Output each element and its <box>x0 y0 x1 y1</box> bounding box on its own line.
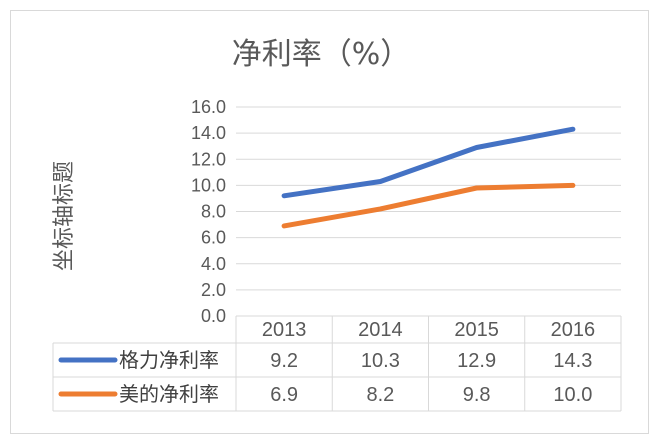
data-cell: 9.8 <box>463 384 491 406</box>
series-line <box>281 126 576 199</box>
data-table: 2013 2014 2015 2016 格力净利率 9.2 10.3 12.9 14.3 美的净利… <box>52 315 622 412</box>
y-tick-label: 12.0 <box>191 149 226 169</box>
legend-label: 格力净利率 <box>119 348 219 372</box>
chart-frame: 净利率（%） 坐标轴标题 0.0 2.0 4.0 6.0 8.0 10.0 12.0 14.0… <box>10 10 649 434</box>
data-cell: 14.3 <box>553 350 592 372</box>
line-chart: 净利率（%） 坐标轴标题 0.0 2.0 4.0 6.0 8.0 10.0 12.0 14.0… <box>52 37 622 412</box>
y-tick-label: 10.0 <box>191 175 226 195</box>
x-tick-label: 2014 <box>358 319 403 341</box>
gridlines <box>236 106 621 291</box>
legend-label: 美的净利率 <box>119 382 219 406</box>
y-tick-label: 8.0 <box>201 202 226 222</box>
y-tick-label: 6.0 <box>201 228 226 248</box>
series-line <box>281 182 576 229</box>
data-cell: 6.9 <box>270 384 298 406</box>
series-lines <box>281 126 576 229</box>
y-tick-labels: 0.0 2.0 4.0 6.0 8.0 10.0 12.0 14.0 16.0 <box>191 97 226 326</box>
y-axis-label: 坐标轴标题 <box>52 161 77 271</box>
y-tick-label: 2.0 <box>201 280 226 300</box>
y-tick-label: 0.0 <box>201 306 226 326</box>
x-tick-label: 2016 <box>551 319 596 341</box>
chart-title: 净利率（%） <box>232 37 411 72</box>
x-tick-label: 2013 <box>262 319 307 341</box>
data-cell: 9.2 <box>270 350 298 372</box>
data-cell: 10.0 <box>553 384 592 406</box>
x-tick-label: 2015 <box>454 319 499 341</box>
data-cell: 8.2 <box>366 384 394 406</box>
y-tick-label: 4.0 <box>201 254 226 274</box>
data-cell: 12.9 <box>457 350 496 372</box>
y-tick-label: 14.0 <box>191 123 226 143</box>
data-cell: 10.3 <box>361 350 400 372</box>
y-tick-label: 16.0 <box>191 97 226 117</box>
